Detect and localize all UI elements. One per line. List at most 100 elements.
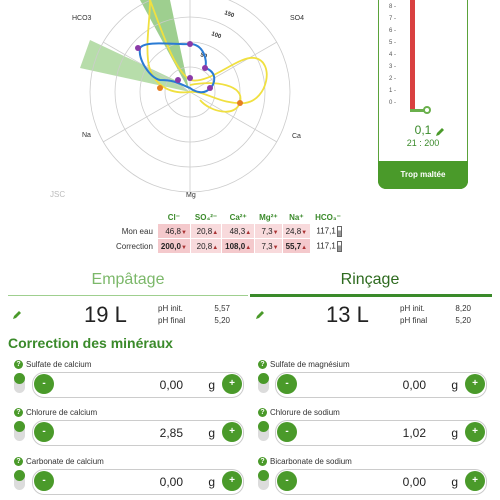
- quantity-stepper[interactable]: - 0,00 g +: [32, 372, 244, 398]
- mineral-toggle[interactable]: [14, 373, 25, 393]
- ph-final-value: 5,20: [214, 316, 230, 325]
- decrement-button[interactable]: -: [34, 374, 54, 394]
- quantity-value[interactable]: 0,00: [402, 475, 426, 489]
- increment-button[interactable]: +: [465, 422, 485, 442]
- up-arrow-icon: ▲: [212, 244, 219, 251]
- ion-value: 108,0: [225, 241, 246, 251]
- ph-final-label: pH final: [158, 316, 186, 325]
- unit-label: g: [208, 378, 215, 392]
- axis-label-mg: Mg: [186, 192, 196, 199]
- jsc-watermark: JSC: [50, 190, 66, 199]
- ion-value: 55,7: [285, 241, 302, 251]
- unit-label: g: [451, 378, 458, 392]
- ph-init-label: pH init.: [400, 304, 425, 313]
- mineral-toggle[interactable]: [258, 421, 269, 441]
- gauge-status: Trop maltée: [378, 161, 468, 189]
- down-arrow-icon: ▼: [180, 244, 187, 251]
- rincage-volume: 13 L: [326, 302, 369, 327]
- pencil-icon[interactable]: [255, 310, 265, 320]
- mineral-toggle[interactable]: [14, 421, 25, 441]
- mineral-label: ? Sulfate de magnésium: [258, 360, 350, 370]
- axis-label-hco3: HCO3: [72, 15, 92, 22]
- mineral-toggle[interactable]: [14, 470, 25, 490]
- gauge-tick: 5 -: [389, 40, 397, 46]
- ion-value: 46,8: [165, 226, 181, 236]
- mineral-label: ? Carbonate de calcium: [14, 457, 104, 467]
- quantity-value[interactable]: 2,85: [159, 426, 183, 440]
- ring-label-50: 50: [199, 52, 208, 60]
- ion-value: 200,0: [160, 241, 181, 251]
- help-icon[interactable]: ?: [258, 360, 267, 370]
- gauge-tick: 2 -: [389, 76, 397, 82]
- toggle-knob: [258, 470, 269, 481]
- help-icon[interactable]: ?: [14, 360, 23, 370]
- help-icon[interactable]: ?: [14, 457, 23, 467]
- tab-underline: [8, 295, 248, 296]
- tab-empatage[interactable]: Empâtage: [91, 271, 165, 288]
- mineral-toggle[interactable]: [258, 470, 269, 490]
- quantity-stepper[interactable]: - 0,00 g +: [32, 469, 244, 495]
- gauge-fill-bar: [410, 0, 415, 110]
- pencil-icon[interactable]: [435, 127, 445, 137]
- level-bar-icon: [336, 225, 342, 237]
- up-arrow-icon: ▲: [245, 229, 252, 236]
- quantity-stepper[interactable]: - 0,00 g +: [275, 372, 487, 398]
- quantity-value[interactable]: 0,00: [159, 378, 183, 392]
- gauge-value: 0,1: [414, 123, 432, 137]
- axis-label-ca: Ca: [292, 133, 301, 140]
- increment-button[interactable]: +: [465, 374, 485, 394]
- quantity-value[interactable]: 0,00: [159, 475, 183, 489]
- quantity-stepper[interactable]: - 0,00 g +: [275, 469, 487, 495]
- toggle-knob: [258, 421, 269, 432]
- decrement-button[interactable]: -: [277, 374, 297, 394]
- tab-underline-active: [250, 294, 492, 297]
- decrement-button[interactable]: -: [34, 422, 54, 442]
- unit-label: g: [451, 426, 458, 440]
- ion-value: 117,1: [316, 226, 336, 236]
- ion-header: Na⁺: [289, 212, 304, 222]
- ion-header: Mg²⁺: [259, 212, 278, 222]
- ph-init-label: pH init.: [158, 304, 183, 313]
- quantity-value[interactable]: 1,02: [402, 426, 426, 440]
- decrement-button[interactable]: -: [277, 471, 297, 491]
- mineral-toggle[interactable]: [258, 373, 269, 393]
- gauge-tick: 7 -: [389, 16, 397, 22]
- toggle-knob: [14, 470, 25, 481]
- radar-point: [135, 45, 141, 51]
- axis-label-so4: SO4: [290, 15, 304, 22]
- pencil-icon[interactable]: [12, 310, 22, 320]
- toggle-knob: [14, 373, 25, 384]
- gauge-ratio: 21 : 200: [406, 138, 440, 148]
- radar-green-area: [140, 0, 190, 92]
- down-arrow-icon: ▼: [301, 229, 308, 236]
- ion-header-row: Cl⁻ SO₄²⁻ Ca²⁺ Mg²⁺ Na⁺ HCO₃⁻: [113, 211, 345, 223]
- quantity-stepper[interactable]: - 2,85 g +: [32, 420, 244, 446]
- increment-button[interactable]: +: [222, 422, 242, 442]
- ion-value: 117,1: [316, 241, 336, 251]
- tab-rincage[interactable]: Rinçage: [340, 271, 400, 288]
- mineral-label: ? Chlorure de sodium: [258, 408, 340, 418]
- ion-value: 7,3: [261, 241, 273, 251]
- increment-button[interactable]: +: [222, 374, 242, 394]
- gauge-tick: 8 -: [389, 4, 397, 10]
- radar-point: [187, 75, 193, 81]
- quantity-stepper[interactable]: - 1,02 g +: [275, 420, 487, 446]
- gauge-tick: 1 -: [389, 88, 397, 94]
- help-icon[interactable]: ?: [258, 408, 267, 418]
- ph-final-value: 5,20: [455, 316, 471, 325]
- help-icon[interactable]: ?: [14, 408, 23, 418]
- gauge-tick: 3 -: [389, 64, 397, 70]
- quantity-value[interactable]: 0,00: [402, 378, 426, 392]
- toggle-knob: [14, 421, 25, 432]
- help-icon[interactable]: ?: [258, 457, 267, 467]
- radar-point-orange: [157, 85, 163, 91]
- up-arrow-icon: ▲: [245, 244, 252, 251]
- radar-point: [175, 77, 181, 83]
- increment-button[interactable]: +: [222, 471, 242, 491]
- empatage-volume: 19 L: [84, 302, 127, 327]
- down-arrow-icon: ▼: [180, 229, 187, 236]
- radar-point-orange: [237, 100, 243, 106]
- decrement-button[interactable]: -: [34, 471, 54, 491]
- decrement-button[interactable]: -: [277, 422, 297, 442]
- increment-button[interactable]: +: [465, 471, 485, 491]
